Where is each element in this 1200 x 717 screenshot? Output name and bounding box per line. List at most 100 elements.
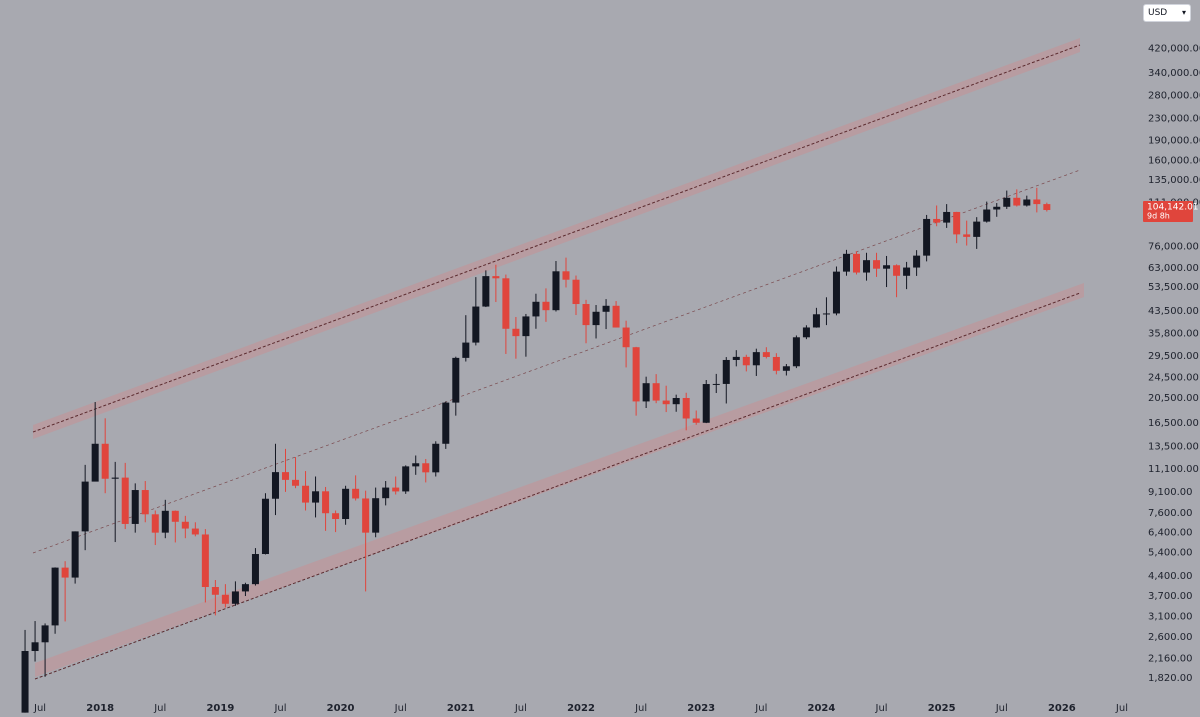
candle-body	[502, 278, 510, 329]
candle-body	[863, 260, 871, 273]
candle-body	[422, 463, 430, 473]
y-tick-label: 340,000.00	[1148, 68, 1200, 79]
candle-body	[512, 328, 520, 337]
x-tick-label: Jul	[153, 703, 166, 714]
candle-body	[61, 567, 69, 578]
candle-body	[271, 472, 279, 499]
y-tick-label: 20,500.00	[1148, 393, 1199, 404]
y-tick-label: 35,800.00	[1148, 329, 1199, 340]
x-tick-label: 2026	[1048, 703, 1076, 714]
candle-body	[662, 400, 670, 405]
candle-body	[292, 479, 300, 486]
candle-body	[953, 211, 961, 235]
candle-body	[852, 253, 861, 273]
candle-body	[402, 466, 410, 492]
candle-body	[111, 477, 119, 479]
candle-body	[251, 554, 259, 585]
y-tick-label: 190,000.00	[1148, 135, 1200, 146]
y-tick-label: 420,000.00	[1148, 44, 1200, 55]
candle-body	[121, 477, 129, 524]
y-tick-label: 29,500.00	[1148, 351, 1199, 362]
y-tick-label: 24,500.00	[1148, 372, 1199, 383]
x-tick-label: 2018	[86, 703, 114, 714]
candle-body	[1003, 197, 1011, 207]
y-tick-label: 160,000.00	[1148, 155, 1200, 166]
candle-body	[312, 491, 320, 503]
candle-body	[993, 206, 1001, 210]
x-tick-label: Jul	[514, 703, 527, 714]
candle-body	[492, 276, 500, 279]
axes: 420,000.00 340,000.00 280,000.00 230,000.00…	[33, 44, 1200, 714]
candles	[21, 187, 1051, 713]
currency-select[interactable]: USD	[1143, 4, 1191, 22]
candle-body	[903, 267, 911, 276]
x-tick-label: Jul	[754, 703, 767, 714]
y-tick-label: 230,000.00	[1148, 113, 1200, 124]
candle-body	[983, 209, 991, 222]
candle-body	[672, 397, 680, 405]
candle-body	[332, 513, 340, 520]
candle-body	[963, 234, 971, 237]
candle-body	[442, 402, 450, 444]
candle-body	[712, 383, 720, 385]
y-tick-label: 3,100.00	[1148, 611, 1193, 622]
candle-body	[602, 305, 610, 312]
y-tick-label: 2,600.00	[1148, 632, 1193, 643]
candle-body	[552, 271, 560, 311]
x-tick-label: 2020	[327, 703, 355, 714]
candle-body	[241, 584, 249, 592]
candle-body	[612, 305, 620, 328]
candle-body	[462, 342, 470, 358]
x-tick-label: 2021	[447, 703, 475, 714]
candle-body	[281, 472, 290, 480]
candle-body	[842, 253, 850, 272]
last-price-label: 104,142.01	[1147, 203, 1199, 213]
y-tick-label: 3,700.00	[1148, 591, 1193, 602]
candle-body	[352, 488, 360, 499]
x-tick-label: 2025	[928, 703, 956, 714]
candle-body	[652, 383, 660, 401]
candle-body	[883, 265, 891, 269]
candle-body	[913, 255, 921, 268]
candle-body	[51, 567, 59, 626]
upper-channel-band	[33, 38, 1080, 439]
candle-body	[592, 311, 600, 326]
last-price-box	[1143, 201, 1193, 223]
y-tick-label: 1,820.00	[1148, 673, 1193, 684]
candle-body	[322, 491, 330, 514]
y-tick-label: 13,500.00	[1148, 441, 1199, 452]
candle-body	[812, 314, 820, 328]
x-tick-label: Jul	[273, 703, 286, 714]
candle-body	[191, 528, 199, 535]
candle-body	[1043, 204, 1051, 211]
y-tick-label: 135,000.00	[1148, 175, 1200, 186]
countdown-label: 9d 8h	[1147, 212, 1170, 221]
candle-body	[131, 490, 139, 524]
candle-body	[141, 490, 149, 515]
candle-body	[412, 463, 420, 467]
y-tick-label: 63,000.00	[1148, 263, 1199, 274]
candle-body	[933, 218, 941, 223]
candle-body	[211, 587, 219, 595]
candle-body	[201, 534, 209, 588]
candle-body	[792, 337, 800, 367]
candle-body	[732, 356, 740, 360]
candle-body	[151, 514, 159, 533]
y-tick-label: 5,400.00	[1148, 547, 1193, 558]
x-tick-label: Jul	[394, 703, 407, 714]
candle-body	[692, 418, 700, 423]
candle-body	[382, 487, 390, 499]
candle-body	[71, 531, 79, 578]
candle-body	[632, 347, 640, 402]
candle-body	[822, 313, 830, 315]
candle-body	[372, 498, 380, 533]
candle-body	[572, 279, 580, 305]
mid-channel-line	[32, 169, 1081, 554]
candle-body	[261, 498, 269, 555]
candle-body	[452, 357, 460, 403]
candle-body	[832, 271, 840, 314]
candle-body	[772, 356, 780, 371]
candle-body	[81, 481, 89, 532]
